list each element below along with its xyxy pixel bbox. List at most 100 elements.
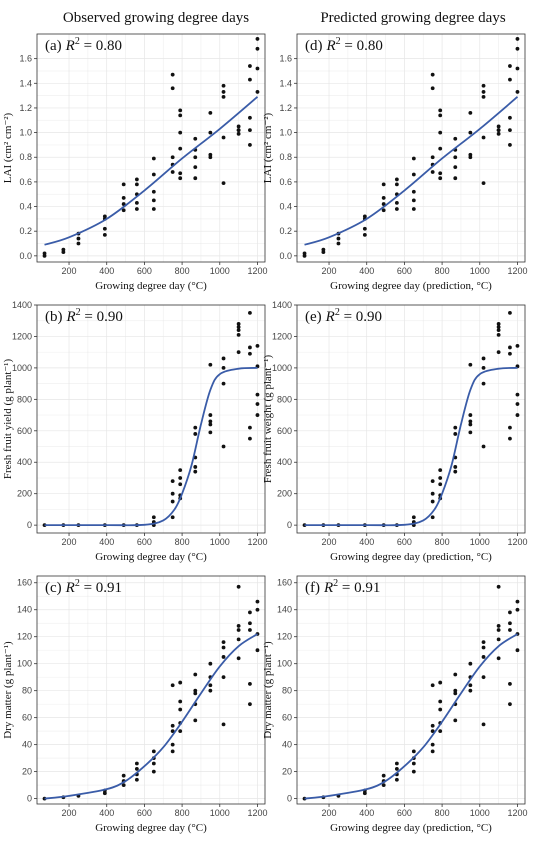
data-point <box>221 83 226 88</box>
data-point <box>411 515 416 520</box>
plot-frame <box>296 33 526 263</box>
data-point <box>481 181 486 186</box>
data-point <box>508 621 512 626</box>
data-point <box>508 143 512 147</box>
data-point <box>496 328 501 333</box>
r2-equals: = <box>80 580 96 596</box>
data-point <box>438 680 443 685</box>
plot-area <box>37 305 265 533</box>
data-point <box>170 72 175 77</box>
data-point <box>255 413 260 417</box>
data-point <box>236 325 241 329</box>
data-point <box>151 172 156 177</box>
y-tick-label: 40 <box>22 740 32 750</box>
y-tick-label: 1.0 <box>19 128 32 138</box>
data-point <box>134 767 139 771</box>
data-point <box>178 176 183 181</box>
panel-label: (b) R2 = 0.90 <box>45 307 123 325</box>
data-point <box>394 761 399 766</box>
data-point <box>481 655 486 659</box>
data-point <box>481 381 486 386</box>
data-point <box>170 729 175 734</box>
data-point <box>468 110 473 115</box>
data-point <box>508 115 512 120</box>
data-point <box>508 628 512 632</box>
panel-letter: (c) <box>45 580 62 596</box>
data-point <box>381 182 386 187</box>
data-point <box>121 773 126 778</box>
data-point <box>255 402 260 406</box>
r2-superscript: 2 <box>75 36 80 47</box>
data-point <box>134 200 139 205</box>
column-title-predicted: Predicted growing degree days <box>320 10 506 26</box>
x-tick-label: 800 <box>175 537 190 547</box>
y-tick-label: 120 <box>277 632 292 642</box>
data-point <box>236 321 241 326</box>
data-point <box>193 672 198 677</box>
data-point <box>515 37 520 41</box>
data-point <box>178 707 183 712</box>
data-point <box>151 156 156 161</box>
data-point <box>438 482 443 487</box>
data-point <box>394 207 399 211</box>
x-tick-label: 1200 <box>247 808 267 818</box>
data-point <box>76 241 81 246</box>
fitted-curve <box>304 96 519 246</box>
data-point <box>221 90 226 94</box>
data-point <box>236 624 241 628</box>
y-tick-label: 0.4 <box>279 202 292 212</box>
data-point <box>430 86 435 91</box>
y-axis-label: Dry matter (g plant⁻¹) <box>262 641 274 739</box>
data-point <box>178 113 183 118</box>
data-point <box>508 425 512 430</box>
data-point <box>193 432 198 436</box>
panel-c: 200 400 600 800 1000 1200 0 20 40 60 80 100 120 140 16… <box>2 575 267 834</box>
panel-letter: (b) <box>45 309 63 325</box>
panel-e: 200 400 600 800 1000 1200 0 200 400 600 800 1000 120… <box>262 300 527 563</box>
panel-label: (f) R2 = 0.91 <box>305 578 380 596</box>
panel-letter: (a) <box>45 38 62 54</box>
data-point <box>508 64 512 68</box>
data-point <box>496 321 501 326</box>
data-point <box>236 128 241 133</box>
data-point <box>362 226 367 231</box>
data-point <box>508 128 512 133</box>
data-point <box>248 610 252 615</box>
data-point <box>430 515 435 520</box>
y-tick-label: 0 <box>27 794 32 804</box>
data-point <box>236 131 241 136</box>
data-point <box>481 135 486 140</box>
x-axis-label: Growing degree day (prediction, °C) <box>330 280 492 292</box>
data-point <box>496 124 501 129</box>
y-tick-label: 0.8 <box>19 152 32 162</box>
plot-area <box>37 576 265 804</box>
data-point <box>481 356 486 361</box>
data-point <box>508 351 512 356</box>
data-point <box>134 177 139 182</box>
data-point <box>178 476 183 480</box>
x-tick-label: 800 <box>175 808 190 818</box>
data-point <box>336 241 341 246</box>
data-point <box>248 64 252 68</box>
y-axis-label: LAI (cm² cm⁻²) <box>262 112 274 183</box>
data-point <box>208 130 213 135</box>
data-point <box>430 683 435 688</box>
data-point <box>515 90 520 94</box>
r2-value: 0.90 <box>356 309 382 325</box>
data-point <box>248 128 252 133</box>
y-tick-label: 120 <box>17 632 32 642</box>
data-point <box>221 181 226 186</box>
data-point <box>134 207 139 211</box>
fitted-curve <box>44 96 259 246</box>
data-point <box>508 310 512 315</box>
data-point <box>170 749 175 754</box>
data-point <box>481 675 486 680</box>
r2-symbol: R <box>66 309 76 325</box>
y-tick-label: 1400 <box>12 300 32 310</box>
y-tick-label: 60 <box>282 713 292 723</box>
x-tick-label: 200 <box>62 808 77 818</box>
r2-symbol: R <box>65 38 75 54</box>
data-point <box>248 621 252 626</box>
data-point <box>221 135 226 140</box>
data-point <box>453 176 458 181</box>
